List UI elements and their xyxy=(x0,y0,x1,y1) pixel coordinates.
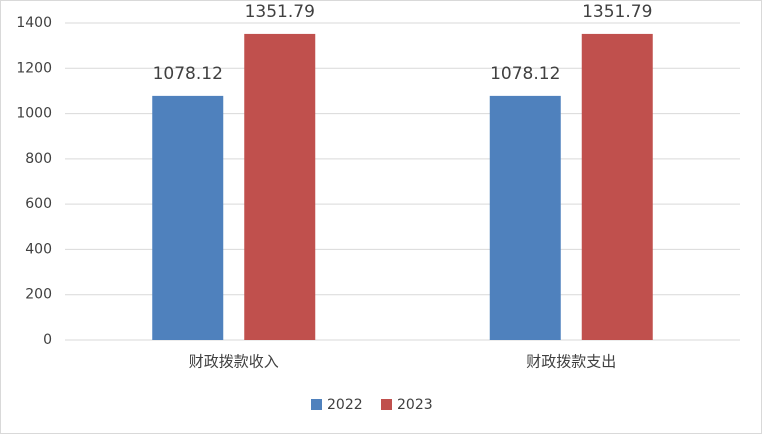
data-label: 1078.12 xyxy=(490,64,560,84)
y-tick-label: 400 xyxy=(25,241,52,257)
y-tick-label: 1200 xyxy=(16,60,52,76)
x-tick-label: 财政拨款支出 xyxy=(526,353,616,371)
data-label: 1351.79 xyxy=(245,2,315,22)
y-tick-label: 200 xyxy=(25,287,52,303)
y-tick-label: 600 xyxy=(25,196,52,212)
bar xyxy=(489,95,561,340)
bar xyxy=(152,95,224,340)
y-tick-label: 1400 xyxy=(16,15,52,31)
legend-swatch xyxy=(311,399,322,410)
y-tick-label: 800 xyxy=(25,151,52,167)
y-tick-label: 1000 xyxy=(16,106,52,122)
data-label: 1078.12 xyxy=(153,64,223,84)
legend-label: 2023 xyxy=(397,397,433,413)
bar xyxy=(581,33,653,340)
legend-label: 2022 xyxy=(327,397,363,413)
data-label: 1351.79 xyxy=(582,2,652,22)
bar xyxy=(244,33,316,340)
x-tick-label: 财政拨款收入 xyxy=(189,353,279,371)
legend-swatch xyxy=(381,399,392,410)
y-tick-label: 0 xyxy=(43,332,52,348)
